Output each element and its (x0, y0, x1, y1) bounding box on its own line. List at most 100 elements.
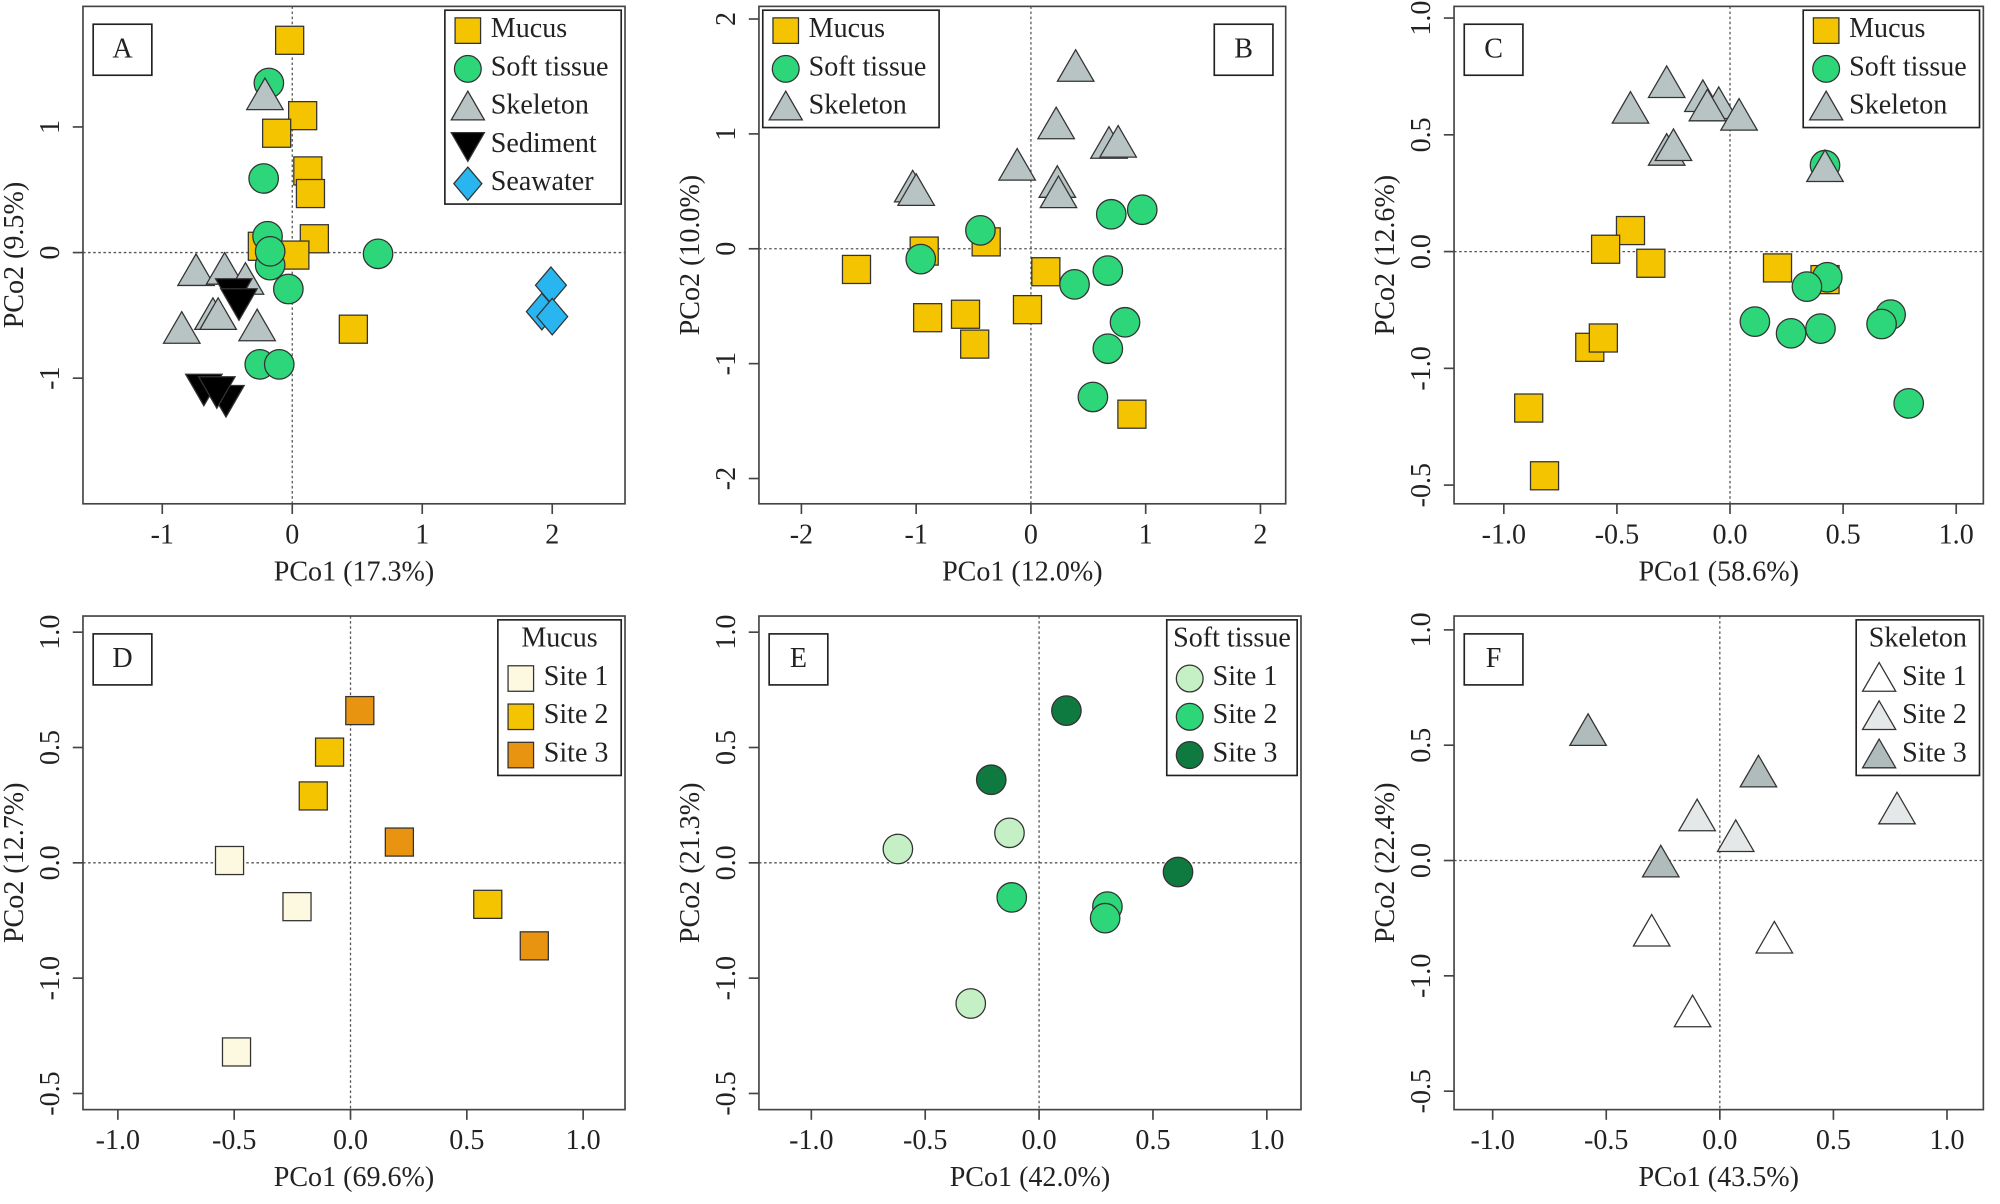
panel-label-box (92, 23, 153, 77)
point (950, 299, 981, 329)
point (1514, 393, 1544, 423)
point (1739, 306, 1771, 338)
y-tick-label: 1 (35, 120, 66, 134)
x-tick-label: 0.0 (1712, 519, 1747, 550)
y-tick-label: 0.0 (35, 845, 66, 880)
legend: Mucus Soft tissue Skeleton Sediment Seawater (444, 9, 623, 205)
y-tick-label: -1.0 (1406, 954, 1437, 998)
legend-label: Mucus (491, 13, 567, 44)
legend-label: Mucus (1849, 13, 1925, 44)
point (1051, 695, 1082, 726)
point (912, 303, 943, 333)
legend-marker (1812, 17, 1840, 45)
panel-label: A (112, 33, 133, 64)
legend-marker (450, 89, 486, 121)
legend-label: Site 2 (1213, 699, 1278, 730)
point (841, 254, 872, 285)
legend-marker (772, 17, 800, 45)
point (1109, 306, 1141, 338)
plot-box (82, 5, 626, 505)
point (1673, 993, 1712, 1028)
panel-label: B (1234, 33, 1253, 64)
legend-marker (1861, 737, 1897, 769)
legend-marker (454, 17, 482, 45)
point (214, 845, 245, 876)
y-tick-label: 0.5 (35, 730, 66, 765)
x-tick-label: -1.0 (96, 1125, 140, 1156)
x-tick-label: -2 (790, 519, 813, 550)
panel: -1.0 -0.5 0.0 0.5 1.0 -0.5 -1.0 0.0 0.5 1.0 PCo1 (… (1370, 612, 1985, 1193)
y-axis-label: PCo2 (21.3%) (675, 783, 706, 944)
point (1089, 902, 1121, 934)
point (384, 827, 415, 857)
point (1805, 313, 1836, 345)
legend: Mucus Site 1 Site 2 Site 3 (497, 619, 623, 777)
y-tick-label: -0.5 (35, 1071, 66, 1115)
y-tick-label: 1.0 (1406, 1, 1437, 36)
point (1117, 399, 1147, 429)
legend-label: Soft tissue (809, 51, 927, 82)
x-tick-label: -1.0 (1470, 1125, 1514, 1156)
legend: Mucus Soft tissue Skeleton (761, 9, 940, 129)
point (1716, 818, 1756, 853)
point (1590, 234, 1621, 264)
panel-label: C (1484, 33, 1503, 64)
point (197, 376, 237, 410)
point (245, 76, 285, 111)
legend-marker (1175, 702, 1204, 731)
legend: Skeleton Site 1 Site 2 Site 3 (1855, 619, 1981, 777)
panel-label-box (92, 633, 153, 686)
legend-label: Site 2 (1902, 699, 1967, 730)
x-tick-label: 0.0 (333, 1125, 368, 1156)
point (1077, 381, 1109, 413)
legend-marker (450, 132, 486, 163)
x-tick-label: 0.0 (1702, 1125, 1737, 1156)
panel-label-box (1463, 23, 1524, 77)
y-tick-label: 1.0 (1406, 612, 1437, 647)
point (1636, 248, 1666, 278)
y-tick-label: 1.0 (35, 615, 66, 650)
point (287, 100, 318, 131)
plot-box (758, 5, 1287, 505)
panel: -1.0 -0.5 0.0 0.5 1.0 -0.5 -1.0 0.0 0.5 1.0 PCo1 (… (0, 615, 626, 1193)
legend-label: Site 3 (1902, 737, 1967, 768)
y-tick-label: 0.0 (1406, 843, 1437, 878)
x-tick-label: -0.5 (1595, 519, 1639, 550)
panel-label: E (790, 643, 807, 674)
legend-label: Mucus (809, 13, 885, 44)
y-tick-label: 0 (35, 246, 66, 260)
plot-box (1453, 5, 1985, 505)
x-tick-label: -1 (151, 519, 174, 550)
legend-label: Site 2 (544, 699, 609, 730)
x-tick-label: 1.0 (1249, 1125, 1284, 1156)
point (1036, 105, 1076, 140)
x-tick-label: 0.5 (449, 1125, 484, 1156)
x-axis-label: PCo1 (12.0%) (942, 556, 1102, 587)
y-axis-label: PCo2 (22.4%) (1370, 783, 1401, 944)
x-tick-label: 0.0 (1022, 1125, 1057, 1156)
legend-label: Site 3 (1213, 737, 1278, 768)
point (1866, 308, 1897, 340)
point (338, 314, 369, 344)
point (1755, 920, 1794, 954)
y-tick-label: -0.5 (1406, 463, 1437, 507)
y-tick-label: 1 (711, 127, 742, 141)
point (274, 25, 305, 55)
x-axis-label: PCo1 (42.0%) (950, 1162, 1111, 1193)
y-tick-label: -1 (35, 366, 66, 389)
point (1039, 174, 1078, 209)
point (1677, 797, 1717, 832)
x-tick-label: 0 (285, 519, 299, 550)
y-tick-label: -2 (711, 467, 742, 490)
legend-title: Skeleton (1869, 623, 1967, 654)
point (345, 695, 375, 726)
point (1012, 294, 1043, 325)
x-tick-label: -0.5 (903, 1125, 947, 1156)
x-axis-label: PCo1 (43.5%) (1638, 1162, 1799, 1193)
point (1647, 64, 1687, 99)
point (519, 931, 549, 961)
panel-label: D (112, 643, 132, 674)
y-tick-label: 1.0 (711, 615, 742, 650)
x-tick-label: 0 (1024, 519, 1038, 550)
point (176, 252, 216, 287)
